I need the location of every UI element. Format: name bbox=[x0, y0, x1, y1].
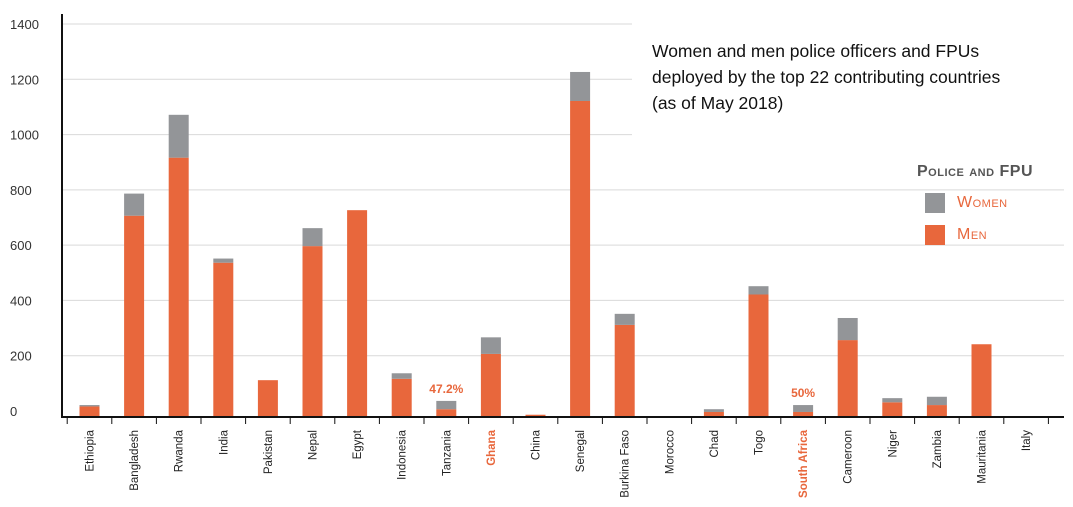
bar-men-togo bbox=[748, 294, 769, 418]
bar-women-south-africa bbox=[793, 405, 814, 412]
x-tick-label-ethiopia: Ethiopia bbox=[85, 429, 97, 471]
bar-men-india bbox=[213, 262, 234, 418]
legend-label-women: Women bbox=[957, 194, 1008, 211]
y-tick-label: 200 bbox=[10, 349, 32, 364]
bar-men-bangladesh bbox=[124, 215, 145, 418]
chart-title-line-1: Women and men police officers and FPUs bbox=[652, 41, 980, 61]
annotation-tanzania: 47.2% bbox=[429, 382, 463, 396]
bar-women-bangladesh bbox=[124, 193, 145, 216]
bar-men-egypt bbox=[347, 210, 368, 418]
bar-men-tanzania bbox=[436, 409, 457, 418]
y-tick-label: 800 bbox=[10, 183, 32, 198]
y-tick-label: 1000 bbox=[10, 128, 39, 143]
bar-men-south-africa bbox=[793, 411, 814, 418]
bar-men-niger bbox=[882, 402, 903, 418]
x-tick-label-tanzania: Tanzania bbox=[441, 429, 453, 476]
bar-women-senegal bbox=[570, 71, 591, 101]
bar-men-nepal bbox=[302, 246, 323, 418]
legend-item-women: Women bbox=[925, 193, 1033, 213]
bar-women-chad bbox=[703, 409, 724, 412]
x-tick-label-bangladesh: Bangladesh bbox=[129, 430, 141, 491]
y-tick-label: 1400 bbox=[10, 17, 39, 32]
bar-men-indonesia bbox=[391, 378, 412, 418]
bar-men-pakistan bbox=[257, 380, 278, 418]
bar-men-rwanda bbox=[168, 157, 189, 418]
chart-title-line-2: deployed by the top 22 contributing coun… bbox=[652, 67, 1001, 87]
x-tick-label-morocco: Morocco bbox=[664, 430, 676, 474]
legend-label-men: Men bbox=[957, 226, 988, 243]
x-tick-label-indonesia: Indonesia bbox=[397, 429, 409, 479]
bar-women-togo bbox=[748, 286, 769, 295]
bar-women-india bbox=[213, 258, 234, 263]
x-tick-label-niger: Niger bbox=[887, 430, 899, 458]
bar-men-senegal bbox=[570, 100, 591, 418]
x-tick-label-zambia: Zambia bbox=[932, 429, 944, 468]
bar-women-nepal bbox=[302, 228, 323, 247]
y-tick-label: 600 bbox=[10, 238, 32, 253]
x-tick-label-nepal: Nepal bbox=[308, 430, 320, 460]
legend-title: Police and FPU bbox=[917, 163, 1034, 180]
x-tick-label-togo: Togo bbox=[754, 430, 766, 455]
bar-women-tanzania bbox=[436, 400, 457, 410]
y-tick-label: 1200 bbox=[10, 72, 39, 87]
bar-women-indonesia bbox=[391, 373, 412, 379]
y-tick-label: 0 bbox=[10, 404, 17, 419]
bar-women-zambia bbox=[926, 396, 947, 406]
x-tick-label-senegal: Senegal bbox=[575, 430, 587, 472]
x-tick-label-ghana: Ghana bbox=[486, 429, 498, 465]
chart-title-line-3: (as of May 2018) bbox=[652, 93, 784, 113]
bar-women-burkina-faso bbox=[614, 313, 635, 325]
bar-annotations: 47.2% 50% bbox=[429, 382, 815, 400]
legend-swatch-women bbox=[925, 193, 945, 213]
legend-item-men: Men bbox=[925, 225, 1033, 245]
x-tick-label-cameroon: Cameroon bbox=[843, 430, 855, 484]
chart-title: Women and men police officers and FPUs d… bbox=[652, 38, 1072, 116]
bar-women-cameroon bbox=[837, 317, 858, 341]
bar-men-chad bbox=[703, 411, 724, 418]
legend-swatch-men bbox=[925, 225, 945, 245]
x-tick-label-china: China bbox=[531, 429, 543, 460]
bar-women-ghana bbox=[480, 337, 501, 354]
y-axis-tick-labels: 0 200 400 600 800 1000 1200 1400 bbox=[10, 17, 39, 419]
x-tick-label-egypt: Egypt bbox=[352, 429, 364, 459]
legend: Police and FPU Women Men bbox=[917, 163, 1033, 245]
annotation-south-africa: 50% bbox=[791, 386, 815, 400]
x-axis-category-labels: Ethiopia Bangladesh Rwanda India Pakistan Nep… bbox=[85, 429, 1034, 498]
bar-men-ethiopia bbox=[79, 406, 100, 418]
x-tick-label-burkina-faso: Burkina Faso bbox=[620, 430, 632, 498]
x-tick-label-india: India bbox=[218, 429, 230, 455]
bar-women-ethiopia bbox=[79, 405, 100, 407]
x-tick-label-pakistan: Pakistan bbox=[263, 430, 275, 474]
bar-men-mauritania bbox=[971, 344, 992, 418]
bar-women-rwanda bbox=[168, 114, 189, 158]
x-axis-ticks bbox=[66, 417, 1049, 424]
x-tick-label-rwanda: Rwanda bbox=[174, 429, 186, 472]
bar-women-niger bbox=[882, 398, 903, 403]
bars bbox=[79, 71, 1037, 418]
y-tick-label: 400 bbox=[10, 293, 32, 308]
bar-men-zambia bbox=[926, 405, 947, 418]
bar-men-ghana bbox=[480, 353, 501, 418]
bar-men-cameroon bbox=[837, 340, 858, 418]
x-tick-label-mauritania: Mauritania bbox=[977, 429, 989, 483]
x-tick-label-italy: Italy bbox=[1021, 430, 1033, 451]
x-tick-label-south-africa: South Africa bbox=[798, 429, 810, 498]
bar-men-burkina-faso bbox=[614, 324, 635, 418]
x-tick-label-chad: Chad bbox=[709, 430, 721, 458]
